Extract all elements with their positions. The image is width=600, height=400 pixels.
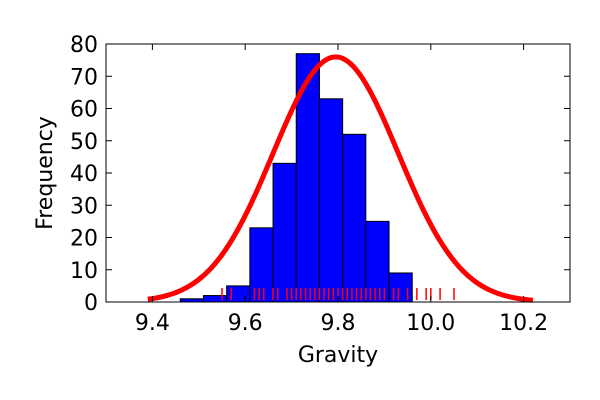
y-tick-label: 60 (70, 98, 98, 123)
histogram-bars (179, 53, 413, 303)
histogram-bar (202, 295, 228, 303)
y-tick-label: 0 (84, 291, 98, 316)
y-tick-label: 40 (70, 162, 98, 187)
x-axis-ticks: 9.4 9.6 9.8 10.0 10.2 (135, 44, 548, 336)
x-tick-label: 9.8 (321, 311, 356, 336)
histogram-bar (226, 285, 251, 303)
y-tick-label: 80 (70, 33, 98, 58)
x-tick-label: 10.0 (406, 311, 455, 336)
y-tick-label: 10 (70, 259, 98, 284)
histogram-bar (342, 133, 367, 303)
x-tick-label: 9.6 (228, 311, 263, 336)
histogram-bar (272, 162, 297, 303)
histogram-bar (249, 227, 274, 303)
rug-marks (221, 288, 455, 300)
x-axis-label: Gravity (298, 343, 378, 368)
x-tick-label: 10.2 (499, 311, 548, 336)
normal-fit-curve (147, 54, 534, 303)
y-axis-ticks: 0 10 20 30 40 50 60 70 80 (70, 33, 570, 316)
histogram-bar (318, 98, 344, 303)
x-tick-label: 9.4 (135, 311, 170, 336)
histogram-bar (388, 272, 413, 303)
y-tick-label: 20 (70, 227, 98, 252)
y-tick-label: 50 (70, 130, 98, 155)
histogram-bar (365, 220, 390, 303)
y-tick-label: 30 (70, 194, 98, 219)
y-tick-label: 70 (70, 65, 98, 90)
y-axis-label: Frequency (33, 116, 58, 230)
